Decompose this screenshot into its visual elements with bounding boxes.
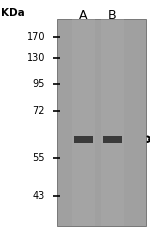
Text: 170: 170 (27, 32, 45, 42)
FancyBboxPatch shape (74, 136, 93, 143)
Text: A: A (79, 9, 87, 22)
Text: 43: 43 (33, 191, 45, 201)
Text: 130: 130 (27, 53, 45, 63)
FancyBboxPatch shape (57, 19, 146, 226)
FancyBboxPatch shape (101, 19, 124, 226)
FancyBboxPatch shape (72, 19, 94, 226)
Text: B: B (108, 9, 117, 22)
FancyBboxPatch shape (103, 136, 122, 143)
Text: 95: 95 (33, 79, 45, 89)
Text: 72: 72 (33, 106, 45, 116)
Text: 55: 55 (33, 153, 45, 163)
Text: KDa: KDa (2, 8, 25, 18)
